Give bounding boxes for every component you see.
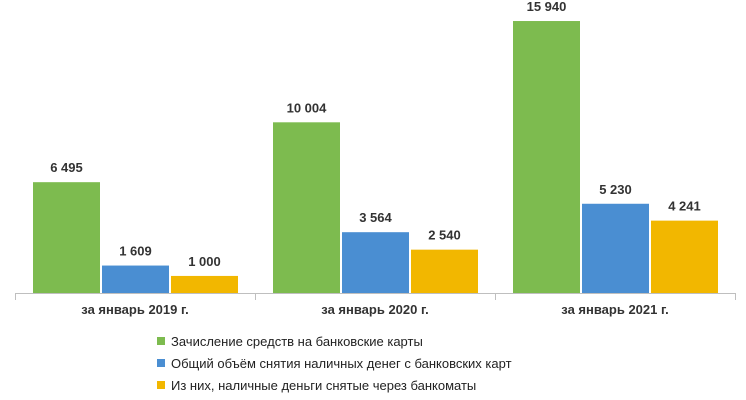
legend-swatch — [157, 359, 165, 367]
bar-chart: 6 495 1 609 1 000 за январь 2019 г. 10 004 3 … — [15, 0, 736, 317]
legend-label: Из них, наличные деньги снятые через бан… — [171, 377, 477, 393]
legend-swatch — [157, 337, 165, 345]
bar — [33, 182, 100, 293]
x-tick-label: за январь 2020 г. — [321, 302, 428, 317]
data-label: 5 230 — [599, 182, 632, 197]
legend-swatch — [157, 381, 165, 389]
legend-item: Из них, наличные деньги снятые через бан… — [157, 374, 512, 396]
x-tick-label: за январь 2019 г. — [81, 302, 188, 317]
data-label: 1 609 — [119, 244, 152, 259]
data-label: 15 940 — [527, 0, 567, 14]
legend: Зачисление средств на банковские карты О… — [157, 330, 512, 396]
legend-label: Зачисление средств на банковские карты — [171, 333, 423, 349]
data-label: 2 540 — [428, 228, 461, 243]
data-label: 1 000 — [188, 254, 221, 269]
legend-label: Общий объём снятия наличных денег с банк… — [171, 355, 512, 371]
bar — [513, 21, 580, 294]
bar — [582, 203, 649, 293]
bar — [651, 220, 718, 293]
data-label: 3 564 — [359, 210, 392, 225]
bar — [102, 265, 169, 293]
data-label: 6 495 — [50, 160, 83, 175]
data-label: 10 004 — [287, 100, 328, 115]
bar — [171, 275, 238, 293]
data-label: 4 241 — [668, 199, 701, 214]
x-tick-label: за январь 2021 г. — [561, 302, 668, 317]
legend-item: Общий объём снятия наличных денег с банк… — [157, 352, 512, 374]
bar — [411, 249, 478, 293]
bar — [273, 122, 340, 293]
bar — [342, 232, 409, 293]
legend-item: Зачисление средств на банковские карты — [157, 330, 512, 352]
